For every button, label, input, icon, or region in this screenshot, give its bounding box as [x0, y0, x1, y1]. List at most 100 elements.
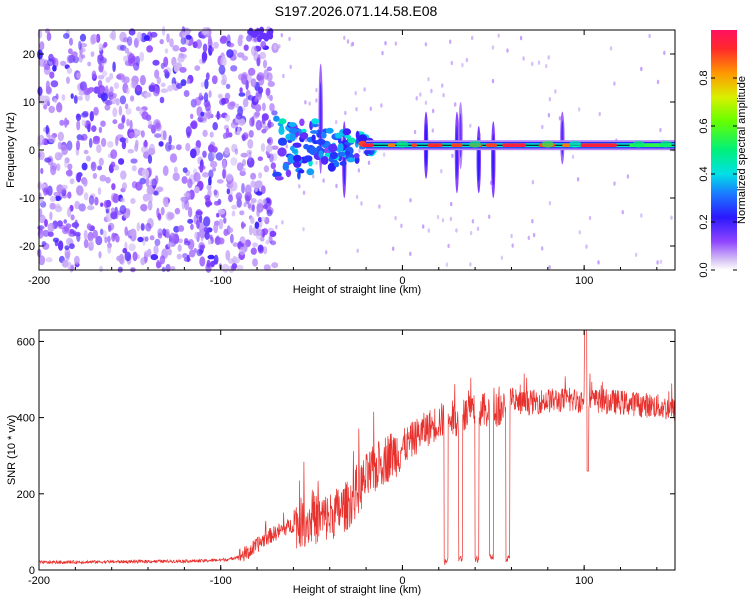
spectrogram-noise-blob: [81, 162, 88, 171]
spectrogram-noise-blob: [253, 36, 258, 42]
spectrogram-noise-blob: [203, 92, 209, 103]
spectrogram-noise-blob: [242, 98, 249, 108]
colorbar-gradient: [711, 30, 737, 270]
spectrogram-signal-blob: [292, 142, 302, 148]
spectrogram-noise-blob: [173, 62, 180, 73]
spectrogram-signal-blob: [300, 132, 309, 140]
spectrogram-noise-blob: [119, 44, 127, 52]
spectrogram-noise-blob: [83, 239, 89, 249]
spectrogram-noise-blob: [164, 48, 169, 54]
spectrogram-noise-blob: [144, 92, 152, 98]
spectrogram-noise-blob: [235, 103, 240, 109]
spectrogram-noise-blob: [135, 139, 139, 148]
spectrogram-noise-blob: [112, 193, 120, 204]
colorbar-tick-label: 0.8: [698, 70, 710, 85]
spectrogram-speck: [427, 77, 430, 82]
spectrogram-speck: [350, 42, 353, 47]
spectrogram-signal-blob: [316, 138, 326, 145]
spectrogram-noise-blob: [208, 35, 212, 45]
spectrogram-noise-blob: [194, 97, 202, 106]
spectrogram-noise-blob: [153, 119, 161, 128]
spectrogram-noise-blob: [54, 195, 62, 202]
spectrogram-noise-blob: [65, 119, 70, 126]
spectrogram-noise-blob: [212, 167, 217, 172]
spectrogram-noise-blob: [212, 122, 218, 131]
spectrogram-noise-blob: [91, 70, 97, 79]
spectrogram-noise-blob: [260, 185, 266, 195]
spectrogram-noise-blob: [238, 34, 244, 40]
spectrogram-noise-blob: [135, 106, 141, 112]
spectrogram-noise-blob: [67, 207, 72, 218]
spectrogram-noise-blob: [74, 200, 81, 210]
spectrogram-speck: [621, 210, 624, 215]
spectrogram-noise-blob: [97, 75, 105, 80]
colorbar-tick-label: 0.4: [698, 166, 710, 181]
spectrogram-signal-blob: [353, 153, 360, 159]
spectrogram-noise-blob: [43, 187, 48, 196]
spectrogram-noise-blob: [82, 178, 88, 187]
spectrogram-signal-blob: [328, 143, 338, 153]
spectrogram-speck: [312, 174, 315, 179]
spectrogram-speck: [656, 79, 660, 85]
spectrogram-peak-segment: [411, 143, 417, 147]
spectrogram-speck: [394, 41, 397, 46]
spectrogram-noise-blob: [159, 255, 166, 265]
spectrogram-noise-blob: [224, 114, 231, 122]
spectrogram-noise-blob: [110, 149, 118, 160]
spectrogram-noise-blob: [119, 95, 127, 105]
snr-xtick-label: -200: [28, 575, 50, 587]
spectrogram-noise-blob: [259, 51, 267, 60]
spectrogram-speck: [554, 89, 557, 94]
spectrogram-noise-blob: [99, 265, 104, 273]
spectrogram-noise-blob: [147, 124, 155, 129]
spectrogram-noise-blob: [187, 206, 193, 218]
spectrogram-noise-blob: [104, 104, 111, 111]
spectrogram-noise-blob: [124, 251, 132, 262]
spectrogram-noise-blob: [112, 107, 118, 118]
spectrogram-noise-blob: [241, 167, 246, 173]
spectrogram-noise-blob: [98, 64, 104, 73]
spectrogram-noise-blob: [238, 73, 245, 81]
spectrogram-noise-blob: [100, 202, 104, 207]
spectrogram-noise-blob: [240, 221, 245, 230]
spectrogram-speck: [315, 160, 318, 165]
spectrogram-noise-blob: [189, 249, 196, 258]
spectrogram-noise-blob: [168, 135, 172, 145]
spectrogram-speck: [488, 214, 491, 219]
spectrogram-noise-blob: [190, 223, 194, 230]
spectrogram-noise-blob: [158, 141, 164, 147]
spectrogram-noise-blob: [184, 200, 190, 211]
spectrogram-noise-blob: [257, 54, 261, 65]
spectrogram-noise-blob: [146, 45, 154, 53]
spectrogram-noise-blob: [208, 144, 215, 153]
spectrogram-noise-blob: [213, 259, 218, 265]
spectrogram-noise-blob: [240, 237, 246, 244]
spectrogram-signal-blob: [299, 118, 305, 127]
spectrogram-noise-blob: [177, 244, 182, 252]
spectrogram-noise-blob: [76, 185, 84, 196]
spectrogram-peak-segment: [427, 143, 443, 147]
spectrogram-noise-blob: [187, 218, 194, 224]
spectrogram-speck: [510, 233, 513, 239]
spectrogram-lobe: [541, 140, 554, 148]
spectrogram-speck: [465, 57, 469, 63]
spectrogram-noise-blob: [38, 255, 46, 266]
spectrogram-speck: [392, 246, 395, 251]
spectrogram-speck: [531, 61, 534, 67]
spectrogram-noise-blob: [203, 216, 211, 227]
spectrogram-noise-blob: [37, 135, 43, 144]
spectrogram-noise-blob: [57, 131, 64, 142]
spectrogram-hotspot: [311, 118, 320, 125]
spectrogram-noise-blob: [250, 30, 256, 38]
spectrogram-signal-blob: [321, 132, 327, 139]
spectrogram-speck: [491, 45, 495, 50]
snr-xtick-label: 100: [575, 575, 593, 587]
spectrogram-noise-blob: [247, 139, 254, 149]
spectrogram-noise-blob: [46, 32, 52, 41]
spectrogram-speck: [450, 60, 453, 66]
spectrogram-noise-blob: [268, 28, 274, 35]
spectrogram-noise-blob: [172, 172, 180, 182]
spectrogram-speck: [527, 235, 530, 241]
spectrogram-noise-blob: [107, 224, 112, 233]
